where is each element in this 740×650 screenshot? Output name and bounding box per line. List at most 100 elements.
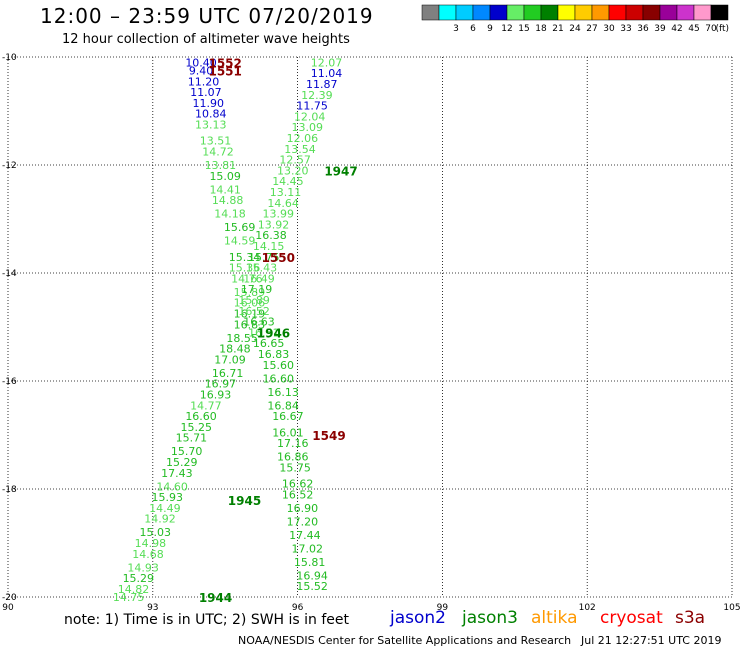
swh-value-label: 18.48 bbox=[219, 343, 251, 356]
swh-value-label: 15.29 bbox=[123, 572, 155, 585]
swh-value-label: 14.93 bbox=[127, 561, 159, 574]
swh-value-label: 16.52 bbox=[282, 488, 314, 501]
colorbar-swatch bbox=[455, 4, 474, 21]
colorbar-swatch bbox=[472, 4, 491, 21]
swh-value-label: 15.89 bbox=[234, 286, 266, 299]
swh-value-label: 14.49 bbox=[149, 502, 181, 515]
swh-value-label: 16.51 bbox=[248, 326, 280, 339]
swh-value-label: 15.70 bbox=[171, 445, 203, 458]
legend-cryosat: cryosat bbox=[600, 608, 663, 628]
swh-value-label: 15.52 bbox=[296, 580, 328, 593]
swh-value-label: 14.45 bbox=[272, 175, 304, 188]
swh-value-label: 13.20 bbox=[277, 164, 309, 177]
pass-time-label: 1549 bbox=[312, 429, 345, 443]
swh-value-label: 14.75 bbox=[113, 591, 145, 604]
swh-value-label: 16.49 bbox=[243, 272, 275, 285]
swh-value-label: 15.75 bbox=[279, 461, 311, 474]
swh-value-label: 11.87 bbox=[306, 78, 338, 91]
swh-value-label: 16.60 bbox=[185, 410, 217, 423]
colorbar-tick-label: 24 bbox=[569, 24, 581, 34]
swh-value-label: 16.97 bbox=[205, 378, 237, 391]
swh-value-label: 17.20 bbox=[287, 515, 319, 528]
pass-time-label: 1946 bbox=[257, 326, 290, 340]
swh-value-label: 15.34 bbox=[229, 251, 261, 264]
colorbar-tick-label: 9 bbox=[487, 24, 493, 34]
x-tick-label: 102 bbox=[579, 603, 596, 613]
swh-value-label: 16.71 bbox=[212, 367, 244, 380]
colorbar-swatch bbox=[421, 4, 440, 21]
swh-value-label: 15.29 bbox=[166, 456, 198, 469]
y-tick-label: -20 bbox=[2, 593, 17, 603]
legend-jason3: jason3 bbox=[462, 608, 518, 628]
colorbar-swatch bbox=[693, 4, 712, 21]
swh-value-label: 15.71 bbox=[176, 432, 208, 445]
swh-value-label: 13.11 bbox=[270, 186, 302, 199]
x-tick-label: 105 bbox=[723, 603, 740, 613]
wave-height-points: 10.409.4011.2011.0711.9010.8413.1313.511… bbox=[113, 56, 342, 604]
legend-altika: altika bbox=[531, 608, 578, 628]
chart-subtitle: 12 hour collection of altimeter wave hei… bbox=[62, 32, 350, 47]
swh-value-label: 16.93 bbox=[200, 389, 232, 402]
legend-s3a: s3a bbox=[675, 608, 706, 628]
swh-value-label: 15.75 bbox=[248, 251, 280, 264]
grid-lines bbox=[7, 56, 733, 598]
swh-value-label: 16.83 bbox=[234, 318, 266, 331]
swh-value-label: 14.68 bbox=[132, 548, 164, 561]
swh-value-label: 16.63 bbox=[243, 316, 275, 329]
swh-value-label: 11.75 bbox=[296, 100, 328, 113]
swh-value-label: 17.02 bbox=[292, 542, 324, 555]
swh-value-label: 15.89 bbox=[238, 294, 270, 307]
colorbar-swatch bbox=[659, 4, 678, 21]
colorbar-swatch bbox=[574, 4, 593, 21]
colorbar-swatch bbox=[625, 4, 644, 21]
swh-value-label: 15.93 bbox=[152, 491, 184, 504]
swh-value-label: 12.06 bbox=[287, 132, 319, 145]
swh-value-label: 16.65 bbox=[253, 337, 285, 350]
swh-value-label: 17.43 bbox=[161, 467, 193, 480]
swh-value-label: 13.13 bbox=[195, 119, 227, 132]
legend-jason2: jason2 bbox=[390, 608, 446, 628]
swh-value-label: 14.60 bbox=[156, 480, 188, 493]
x-tick-label: 90 bbox=[2, 603, 14, 613]
colorbar-tick-label: 18 bbox=[535, 24, 547, 34]
swh-value-label: 16.38 bbox=[255, 229, 287, 242]
pass-time-label: 1552 bbox=[208, 56, 241, 70]
swh-value-label: 9.40 bbox=[189, 65, 214, 78]
colorbar-tick-label: 3 bbox=[453, 24, 459, 34]
colorbar-swatch bbox=[540, 4, 559, 21]
colorbar-tick-label: 6 bbox=[470, 24, 476, 34]
chart-title: 12:00 – 23:59 UTC 07/20/2019 bbox=[40, 4, 374, 28]
y-tick-label: -18 bbox=[2, 485, 17, 495]
swh-value-label: 16.90 bbox=[287, 502, 319, 515]
credit-line: NOAA/NESDIS Center for Satellite Applica… bbox=[238, 634, 572, 647]
swh-value-label: 16.13 bbox=[267, 386, 299, 399]
pass-time-label: 1947 bbox=[324, 164, 357, 178]
swh-value-label: 15.03 bbox=[139, 526, 171, 539]
swh-value-label: 15.25 bbox=[180, 421, 212, 434]
swh-value-label: 16.62 bbox=[282, 478, 314, 491]
swh-value-label: 14.88 bbox=[212, 194, 244, 207]
swh-value-label: 15.36 bbox=[229, 262, 261, 275]
x-tick-label: 96 bbox=[292, 603, 304, 613]
colorbar-tick-label: 36 bbox=[637, 24, 649, 34]
colorbar-swatch bbox=[438, 4, 457, 21]
pass-time-label: 1551 bbox=[208, 65, 241, 79]
swh-value-label: 14.15 bbox=[253, 240, 285, 253]
swh-value-label: 14.77 bbox=[190, 399, 222, 412]
swh-value-label: 17.19 bbox=[241, 283, 273, 296]
swh-value-label: 15.81 bbox=[294, 556, 326, 569]
swh-value-label: 16.94 bbox=[296, 569, 328, 582]
y-tick-label: -16 bbox=[2, 377, 17, 387]
swh-value-label: 11.20 bbox=[188, 75, 220, 88]
swh-value-label: 15.69 bbox=[224, 221, 256, 234]
colorbar-tick-label: 33 bbox=[620, 24, 631, 34]
colorbar-tick-label: 70 bbox=[705, 24, 717, 34]
x-tick-label: 93 bbox=[147, 603, 158, 613]
colorbar-tick-label: 12 bbox=[501, 24, 512, 34]
colorbar-swatch bbox=[608, 4, 627, 21]
swh-value-label: 18.55 bbox=[226, 332, 258, 345]
swh-value-label: 13.51 bbox=[200, 135, 232, 148]
colorbar-swatch bbox=[710, 4, 729, 21]
